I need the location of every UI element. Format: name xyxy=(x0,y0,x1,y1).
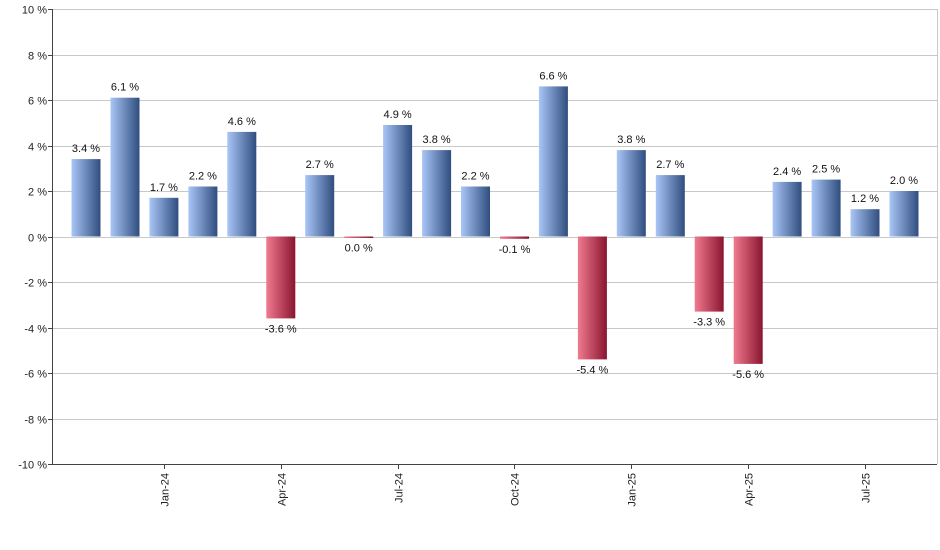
data-label-Feb-24: 2.2 % xyxy=(189,171,217,183)
bar-Aug-25 xyxy=(889,191,919,237)
x-tick-label: Jan-24 xyxy=(160,473,172,507)
data-label-Mar-25: -3.3 % xyxy=(693,317,725,329)
y-tick-label: 8 % xyxy=(28,51,47,63)
bar-Dec-23 xyxy=(110,97,140,237)
x-tick-label: Jul-24 xyxy=(394,473,406,503)
y-tick-label: -4 % xyxy=(24,324,47,336)
data-label-Dec-24: -5.4 % xyxy=(577,364,609,376)
bar-Jun-24 xyxy=(344,236,374,238)
bar-Mar-25 xyxy=(694,236,724,312)
data-label-Jun-24: 0.0 % xyxy=(345,243,373,255)
bar-Feb-25 xyxy=(655,175,685,237)
data-label-Aug-25: 2.0 % xyxy=(890,175,918,187)
y-tick-label: -8 % xyxy=(24,415,47,427)
y-tick-label: 10 % xyxy=(22,5,47,17)
x-tick-label: Jul-25 xyxy=(861,473,873,503)
data-label-Jan-24: 1.7 % xyxy=(150,182,178,194)
bar-Oct-24 xyxy=(500,236,529,239)
data-label-Sep-24: 2.2 % xyxy=(461,171,489,183)
bar-Jan-25 xyxy=(616,150,646,237)
y-tick-label: 2 % xyxy=(28,187,47,199)
data-label-Oct-24: -0.1 % xyxy=(499,244,531,256)
y-tick-label: 0 % xyxy=(28,233,47,245)
bar-Jan-24 xyxy=(149,197,179,237)
bar-May-24 xyxy=(305,175,335,237)
data-label-Jun-25: 2.5 % xyxy=(812,164,840,176)
data-label-Apr-25: -5.6 % xyxy=(732,369,764,381)
data-label-Jul-24: 4.9 % xyxy=(384,109,412,121)
data-label-Mar-24: 4.6 % xyxy=(228,116,256,128)
bar-layer xyxy=(71,86,919,364)
y-tick-label: -2 % xyxy=(24,278,47,290)
x-tick-label: Apr-24 xyxy=(277,473,289,506)
x-tick-label: Jan-25 xyxy=(627,473,639,507)
bar-Jul-25 xyxy=(850,209,880,237)
bar-Mar-24 xyxy=(227,131,257,237)
x-tick-label: Apr-25 xyxy=(744,473,756,506)
data-label-Jan-25: 3.8 % xyxy=(617,134,645,146)
data-label-Dec-23: 6.1 % xyxy=(111,82,139,94)
bar-Apr-24 xyxy=(266,236,296,319)
y-tick-label: 6 % xyxy=(28,96,47,108)
axis-layer: 10 % 8 % 6 % 4 % 2 % 0 % -2 % -4 % -6 % -8 % -10 %… xyxy=(18,5,937,507)
data-label-Apr-24: -3.6 % xyxy=(265,323,297,335)
y-tick-label: 4 % xyxy=(28,142,47,154)
bar-May-25 xyxy=(772,181,802,237)
data-label-Aug-24: 3.8 % xyxy=(423,134,451,146)
y-tick-label: -6 % xyxy=(24,369,47,381)
bar-Dec-24 xyxy=(577,236,607,360)
grid-layer xyxy=(52,9,938,465)
bar-Nov-23 xyxy=(71,159,101,237)
data-label-Feb-25: 2.7 % xyxy=(656,159,684,171)
data-label-May-25: 2.4 % xyxy=(773,166,801,178)
y-tick-label: -10 % xyxy=(18,460,47,472)
data-label-Nov-24: 6.6 % xyxy=(539,70,567,82)
data-label-Nov-23: 3.4 % xyxy=(72,143,100,155)
bar-Nov-24 xyxy=(538,86,568,237)
data-label-May-24: 2.7 % xyxy=(306,159,334,171)
data-label-layer: 3.4 % 6.1 % 1.7 % 2.2 % 4.6 % -3.6 % 2.7 % 0.0 … xyxy=(72,70,918,381)
bar-Sep-24 xyxy=(461,186,490,237)
bar-Jul-24 xyxy=(383,125,413,237)
x-tick-label: Oct-24 xyxy=(510,473,522,506)
bar-Jun-25 xyxy=(811,179,841,237)
data-label-Jul-25: 1.2 % xyxy=(851,193,879,205)
bar-Aug-24 xyxy=(422,150,452,237)
bar-Apr-25 xyxy=(733,236,763,364)
bar-Feb-24 xyxy=(188,186,218,237)
